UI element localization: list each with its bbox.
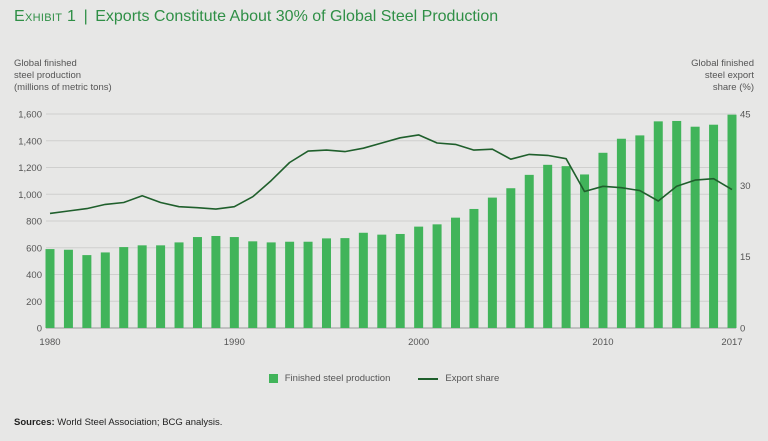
production-bar xyxy=(561,166,571,328)
production-bar xyxy=(63,249,73,328)
production-bar xyxy=(45,249,55,328)
production-bar xyxy=(229,237,239,328)
x-tick-label: 2010 xyxy=(592,337,613,348)
production-bar xyxy=(543,164,553,328)
production-bar xyxy=(598,152,608,328)
y-left-tick-label: 600 xyxy=(26,243,42,254)
y-left-tick-label: 1,200 xyxy=(18,163,42,174)
production-bar xyxy=(635,135,645,328)
production-bar xyxy=(672,120,682,328)
production-bar xyxy=(156,245,166,328)
legend-line-swatch xyxy=(418,377,439,380)
y-left-tick-label: 400 xyxy=(26,270,42,281)
source-text: World Steel Association; BCG analysis. xyxy=(54,417,223,428)
production-bar xyxy=(616,138,626,328)
legend-item-export-share: Export share xyxy=(418,373,499,384)
legend-bar-label: Finished steel production xyxy=(284,373,391,384)
y-right-tick-label: 15 xyxy=(740,252,751,263)
production-bar xyxy=(451,217,461,328)
x-tick-label: 2000 xyxy=(408,337,429,348)
production-bar xyxy=(266,242,276,328)
production-bar xyxy=(82,255,92,328)
y-left-tick-label: 1,600 xyxy=(18,110,42,121)
y-right-axis-label: Global finished steel export share (%) xyxy=(644,58,754,94)
y-right-label-line: steel export xyxy=(704,70,754,81)
x-tick-label: 2017 xyxy=(721,337,742,348)
production-bar xyxy=(119,247,129,328)
chart-title: Exhibit 1 | Exports Constitute About 30%… xyxy=(14,8,498,26)
legend-item-production: Finished steel production xyxy=(268,373,391,384)
exhibit-label: Exhibit 1 xyxy=(14,8,77,25)
production-bar xyxy=(690,126,700,328)
production-bar xyxy=(414,226,424,328)
y-right-label-line: Global finished xyxy=(691,58,754,69)
production-bar xyxy=(524,174,534,328)
title-text: Exports Constitute About 30% of Global S… xyxy=(95,8,499,25)
production-bar xyxy=(377,234,387,328)
production-bar xyxy=(469,208,479,328)
legend-line-label: Export share xyxy=(445,373,500,384)
y-left-label-line: Global finished xyxy=(14,58,77,69)
title-separator: | xyxy=(83,8,88,25)
production-bar xyxy=(100,252,110,328)
y-left-label-line: steel production xyxy=(14,70,82,81)
production-bar xyxy=(248,241,258,328)
production-bar xyxy=(303,241,313,328)
production-bar xyxy=(137,245,147,328)
production-bar xyxy=(709,124,719,328)
source-note: Sources: World Steel Association; BCG an… xyxy=(14,417,222,428)
production-bar xyxy=(358,232,368,328)
production-bar xyxy=(653,121,663,328)
export-share-line xyxy=(49,134,733,215)
production-bar xyxy=(506,188,516,328)
production-bar xyxy=(285,241,295,328)
legend: Finished steel production Export share xyxy=(0,373,768,384)
production-bar xyxy=(580,174,590,328)
y-left-tick-label: 1,000 xyxy=(18,190,42,201)
y-left-tick-label: 0 xyxy=(37,324,42,335)
y-left-label-line: (millions of metric tons) xyxy=(14,82,112,93)
y-right-tick-label: 45 xyxy=(740,110,751,121)
y-left-tick-label: 800 xyxy=(26,217,42,228)
production-bar xyxy=(432,224,442,328)
production-bar xyxy=(395,233,405,328)
source-label: Sources: xyxy=(14,417,55,428)
production-bar xyxy=(174,242,184,328)
legend-bar-swatch xyxy=(268,374,278,383)
x-tick-label: 1980 xyxy=(39,337,60,348)
y-left-tick-label: 1,400 xyxy=(18,136,42,147)
y-right-tick-label: 0 xyxy=(740,324,745,335)
y-right-tick-label: 30 xyxy=(740,181,751,192)
production-bar xyxy=(340,238,350,328)
y-right-label-line: share (%) xyxy=(712,82,754,93)
y-left-axis-label: Global finished steel production (millio… xyxy=(14,58,174,94)
production-bar xyxy=(727,114,737,328)
production-bar xyxy=(321,238,331,328)
production-bar xyxy=(211,235,221,328)
production-bar xyxy=(192,237,202,328)
x-tick-label: 1990 xyxy=(224,337,245,348)
production-bar xyxy=(487,197,497,328)
y-left-tick-label: 200 xyxy=(26,297,42,308)
